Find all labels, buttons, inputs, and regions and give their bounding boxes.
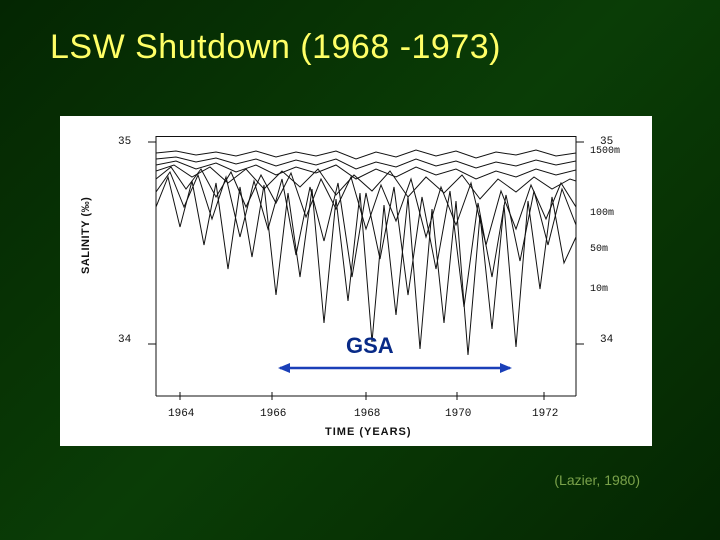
figure-credit: (Lazier, 1980) — [554, 472, 640, 488]
axis-ticks — [60, 116, 652, 446]
salinity-chart: SALINITY (‰) TIME (YEARS) 35 34 35 34 19… — [60, 116, 652, 446]
slide: LSW Shutdown (1968 -1973) SALINITY (‰) T… — [0, 0, 720, 540]
slide-title: LSW Shutdown (1968 -1973) — [50, 28, 501, 67]
